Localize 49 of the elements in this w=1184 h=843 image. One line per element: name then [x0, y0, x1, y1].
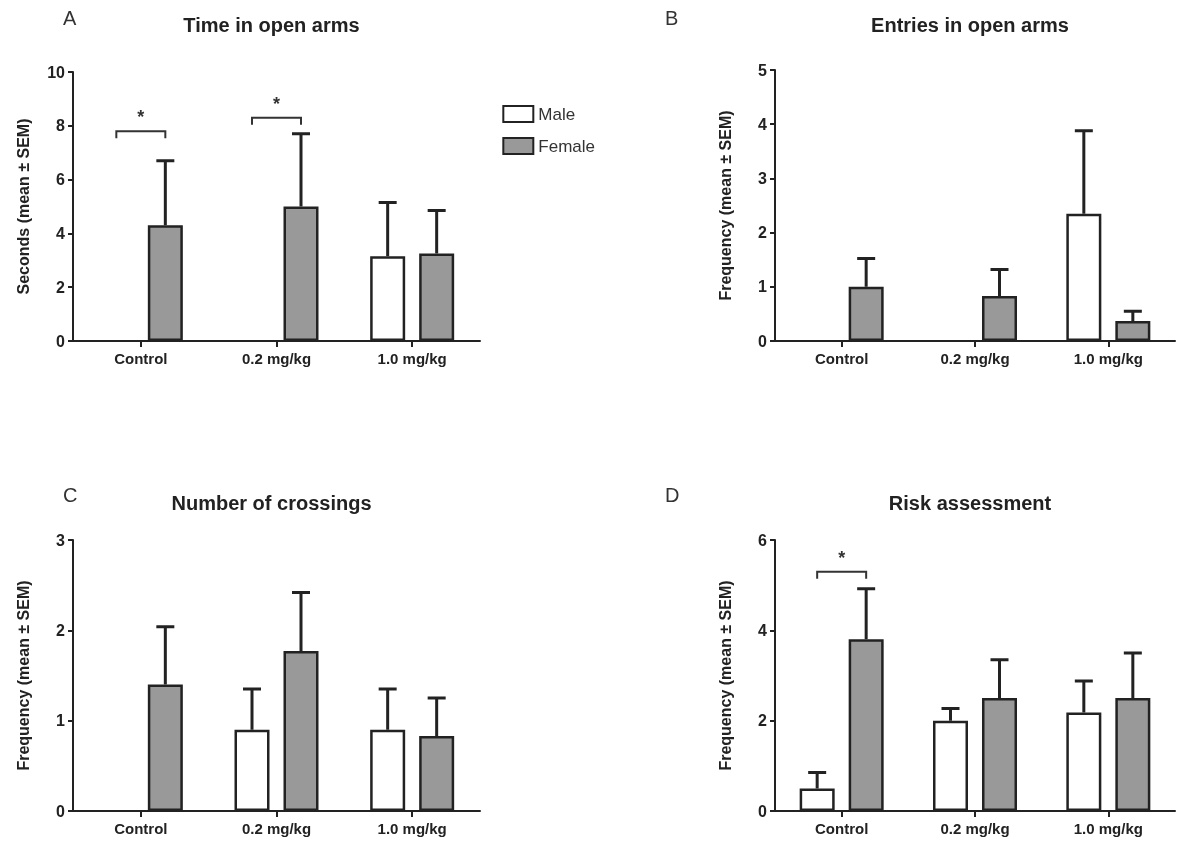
y-tick-label: 3: [56, 531, 66, 549]
y-tick-label: 1: [758, 278, 768, 296]
y-tick-label: 4: [56, 224, 66, 242]
y-tick-label: 10: [47, 63, 66, 81]
y-tick-label: 4: [758, 115, 768, 133]
y-tick-label: 4: [758, 621, 768, 639]
x-tick-label: 1.0 mg/kg: [1073, 820, 1143, 837]
y-tick-label: 2: [56, 621, 66, 639]
y-tick-label: 6: [56, 171, 66, 189]
text: C: [63, 484, 78, 506]
y-axis-title: Seconds (mean ± SEM): [14, 118, 32, 295]
chart-title: Time in open arms: [183, 14, 360, 36]
text: D: [665, 484, 680, 506]
y-tick-label: 0: [56, 802, 66, 820]
x-tick-label: Control: [114, 820, 168, 837]
x-tick-label: Control: [815, 350, 869, 367]
y-tick-label: 8: [56, 117, 66, 135]
x-tick-label: Control: [114, 350, 168, 367]
x-tick-label: 1.0 mg/kg: [1073, 350, 1143, 367]
x-tick-label: 0.2 mg/kg: [241, 350, 312, 367]
y-tick-label: 0: [758, 332, 768, 350]
x-tick-label: 1.0 mg/kg: [377, 350, 447, 367]
chart-title: Risk assessment: [888, 492, 1052, 514]
x-tick-label: 0.2 mg/kg: [940, 350, 1010, 367]
chart-title: Entries in open arms: [871, 14, 1069, 36]
text: B: [665, 7, 679, 29]
y-tick-label: 2: [758, 224, 768, 242]
annotation: *: [272, 93, 281, 114]
y-axis-title: Frequency (mean ± SEM): [716, 110, 734, 301]
y-tick-label: 3: [758, 169, 768, 187]
y-tick-label: 0: [56, 332, 66, 350]
annotation: *: [838, 547, 846, 568]
legend-label: Male: [538, 104, 576, 124]
y-axis-title: Frequency (mean ± SEM): [14, 580, 32, 771]
x-tick-label: 0.2 mg/kg: [940, 820, 1010, 837]
y-tick-label: 2: [56, 278, 66, 296]
x-tick-label: 0.2 mg/kg: [241, 820, 312, 837]
y-tick-label: 1: [56, 712, 66, 730]
y-tick-label: 6: [758, 531, 768, 549]
x-tick-label: Control: [815, 820, 869, 837]
y-tick-label: 2: [758, 712, 768, 730]
legend-label: Female: [538, 136, 595, 156]
annotation: *: [137, 107, 145, 128]
y-tick-label: 5: [758, 61, 768, 79]
x-tick-label: 1.0 mg/kg: [377, 820, 447, 837]
y-axis-title: Frequency (mean ± SEM): [716, 580, 734, 771]
text: A: [63, 7, 77, 29]
y-tick-label: 0: [758, 802, 768, 820]
chart-title: Number of crossings: [171, 492, 372, 514]
